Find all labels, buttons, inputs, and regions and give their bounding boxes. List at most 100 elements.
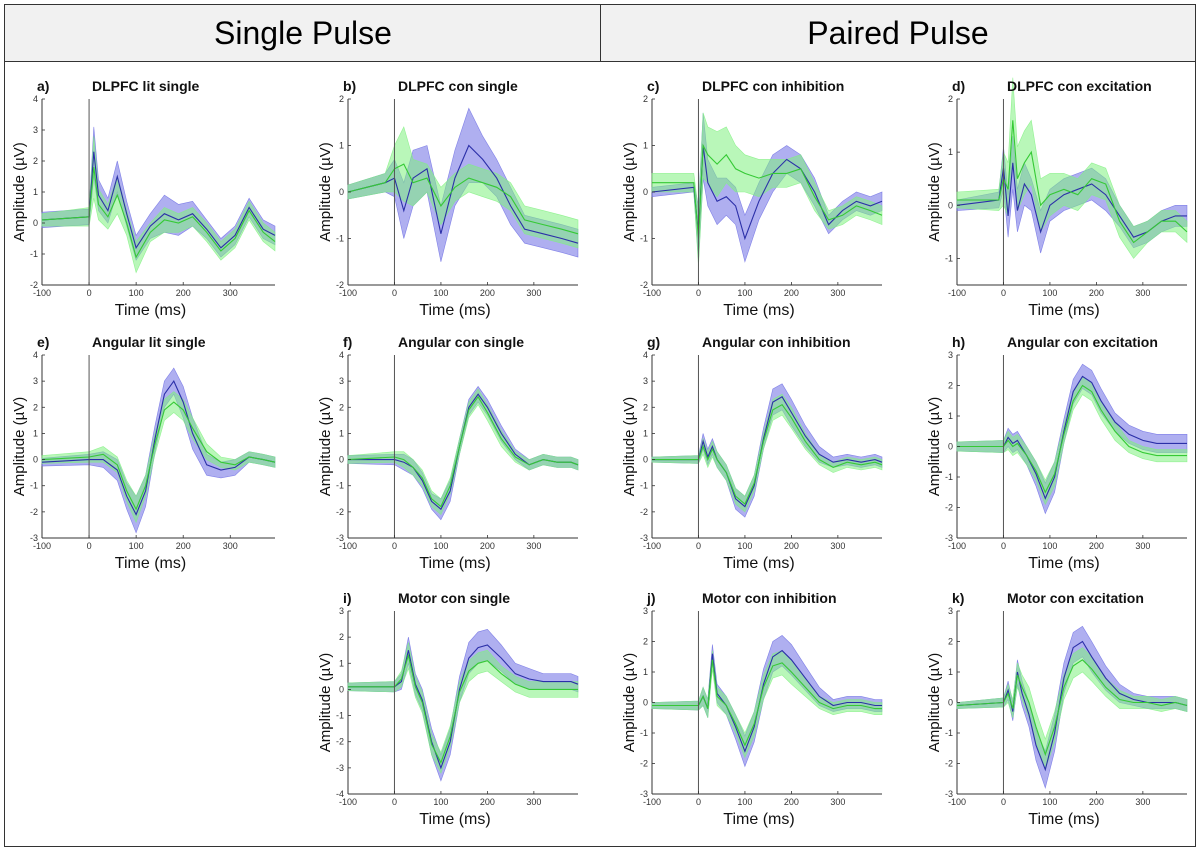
y-tick-label: -2 — [640, 280, 648, 290]
y-tick-label: 1 — [339, 141, 344, 151]
line-green — [347, 395, 579, 508]
x-axis-label: Time (ms) — [1028, 555, 1099, 572]
y-tick-label: 0 — [339, 187, 344, 197]
y-tick-label: -1 — [945, 728, 953, 738]
y-tick-label: 0 — [33, 455, 38, 465]
x-tick-label: 0 — [696, 797, 701, 807]
panel-label: d) — [952, 78, 965, 94]
x-axis-label: Time (ms) — [115, 302, 186, 319]
x-tick-label: 200 — [784, 541, 799, 551]
panel-title: Angular con excitation — [1007, 334, 1158, 350]
x-tick-label: 300 — [223, 288, 238, 298]
y-tick-label: 1 — [33, 428, 38, 438]
x-tick-label: -100 — [643, 797, 661, 807]
y-tick-label: -2 — [640, 759, 648, 769]
y-tick-label: 1 — [339, 428, 344, 438]
panel-b: -100 0 100 200 300 -2 -1 0 1 2 Time (ms) Amplitude … — [317, 78, 579, 319]
x-tick-label: 200 — [480, 797, 495, 807]
line-green — [347, 163, 579, 235]
y-tick-label: -2 — [336, 280, 344, 290]
y-tick-label: 3 — [339, 376, 344, 386]
panel-label: c) — [647, 78, 659, 94]
y-tick-label: 2 — [948, 381, 953, 391]
panel-f: -100 0 100 200 300 -3 -2 -1 0 1 2 3 4 Time (ms) Amplit… — [317, 334, 579, 572]
panel-c: -100 0 100 200 300 -2 -1 0 1 2 Time (ms) Amplitude … — [621, 78, 883, 319]
x-axis-label: Time (ms) — [419, 302, 490, 319]
x-axis-label: Time (ms) — [1028, 302, 1099, 319]
x-tick-label: 200 — [784, 288, 799, 298]
header-paired-pulse: Paired Pulse — [600, 4, 1196, 62]
panel-label: e) — [37, 334, 49, 350]
y-tick-label: 1 — [339, 658, 344, 668]
line-blue — [956, 162, 1187, 238]
y-tick-label: -1 — [336, 711, 344, 721]
x-tick-label: 300 — [830, 288, 845, 298]
x-tick-label: 200 — [784, 797, 799, 807]
panel-title: Motor con excitation — [1007, 590, 1144, 606]
x-tick-label: 100 — [1042, 541, 1057, 551]
line-blue — [957, 375, 1187, 500]
y-tick-label: 1 — [33, 187, 38, 197]
y-tick-label: 2 — [339, 632, 344, 642]
y-tick-label: 3 — [339, 606, 344, 616]
band-blue — [651, 383, 883, 518]
y-axis-label: Amplitude (µV) — [926, 397, 943, 497]
y-tick-label: -2 — [640, 507, 648, 517]
band-green — [347, 126, 579, 249]
panel-title: DLPFC lit single — [92, 78, 200, 94]
band-green — [41, 136, 276, 274]
y-tick-label: 2 — [643, 94, 648, 104]
x-tick-label: 0 — [1001, 288, 1006, 298]
y-tick-label: 0 — [948, 200, 953, 210]
panel-title: Angular lit single — [92, 334, 206, 350]
line-blue — [348, 393, 579, 511]
panel-label: a) — [37, 78, 49, 94]
x-tick-label: 200 — [1089, 541, 1104, 551]
x-tick-label: 100 — [737, 288, 752, 298]
y-tick-label: -1 — [640, 728, 648, 738]
line-green — [652, 659, 882, 747]
x-tick-label: 100 — [129, 541, 144, 551]
y-tick-label: -3 — [336, 533, 344, 543]
y-tick-label: 3 — [643, 376, 648, 386]
x-tick-label: 300 — [526, 541, 541, 551]
y-tick-label: -1 — [30, 249, 38, 259]
x-tick-label: 0 — [87, 288, 92, 298]
band-green — [651, 650, 883, 759]
panel-label: k) — [952, 590, 964, 606]
x-tick-label: 0 — [696, 541, 701, 551]
x-tick-label: -100 — [948, 797, 966, 807]
y-tick-label: -4 — [336, 789, 344, 799]
y-axis-label: Amplitude (µV) — [11, 397, 28, 497]
y-tick-label: -2 — [336, 737, 344, 747]
panel-g: -100 0 100 200 300 -3 -2 -1 0 1 2 3 4 Time (ms) Amplit… — [621, 334, 883, 572]
y-axis-label: Amplitude (µV) — [317, 142, 334, 242]
panel-label: f) — [343, 334, 352, 350]
y-tick-label: 2 — [643, 402, 648, 412]
y-tick-label: 0 — [643, 187, 648, 197]
x-tick-label: 300 — [1135, 797, 1150, 807]
x-tick-label: 200 — [176, 288, 191, 298]
panel-a: -100 0 100 200 300 -2 -1 0 1 2 3 4 Time (ms) Amplitud… — [11, 78, 276, 319]
x-axis-label: Time (ms) — [419, 555, 490, 572]
x-tick-label: 300 — [223, 541, 238, 551]
line-green — [348, 653, 578, 764]
y-tick-label: 4 — [33, 350, 38, 360]
x-tick-label: 0 — [1001, 797, 1006, 807]
y-tick-label: 2 — [643, 637, 648, 647]
y-tick-label: 2 — [33, 156, 38, 166]
panel-label: g) — [647, 334, 660, 350]
y-tick-label: 4 — [643, 350, 648, 360]
y-tick-label: -2 — [30, 280, 38, 290]
y-tick-label: 1 — [643, 141, 648, 151]
panel-title: DLPFC con excitation — [1007, 78, 1152, 94]
y-tick-label: 0 — [643, 455, 648, 465]
band-blue — [41, 367, 276, 534]
x-tick-label: 100 — [737, 797, 752, 807]
x-tick-label: -100 — [948, 541, 966, 551]
y-tick-label: 2 — [948, 94, 953, 104]
band-blue — [956, 363, 1188, 515]
panel-title: DLPFC con single — [398, 78, 518, 94]
y-axis-label: Amplitude (µV) — [926, 142, 943, 242]
band-green — [651, 112, 883, 267]
